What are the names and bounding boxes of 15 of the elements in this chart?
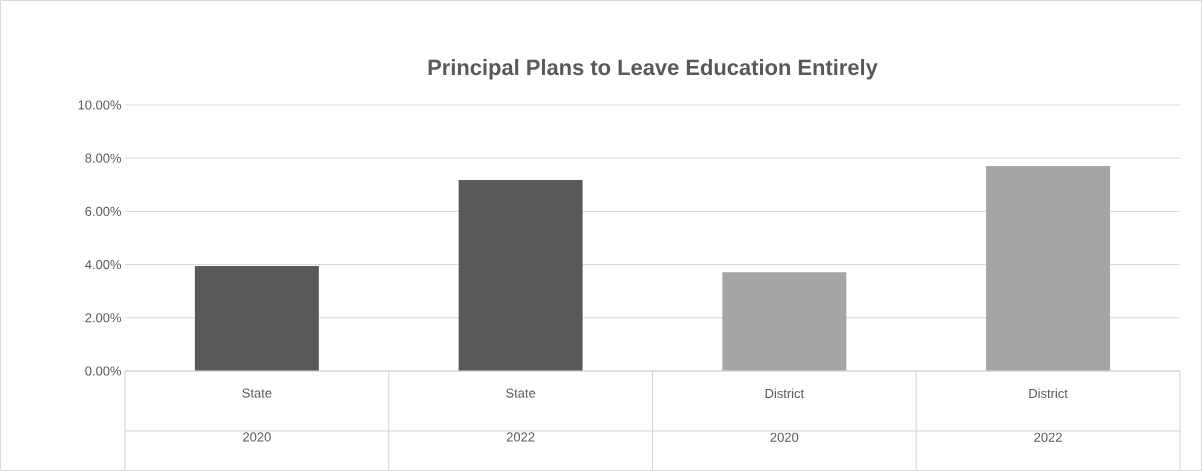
bar [458, 180, 583, 371]
bar [194, 265, 319, 371]
y-tick-label: 10.00% [78, 100, 122, 110]
y-tick-label: 6.00% [85, 206, 122, 216]
y-tick-label: 8.00% [85, 153, 122, 163]
bar [986, 165, 1111, 371]
y-tick-label: 4.00% [85, 260, 122, 270]
category-label: District 2022 [1029, 388, 1068, 442]
chart-title: Principal Plans to Leave Education Entirely [428, 59, 878, 80]
category-label: State 2020 [242, 388, 272, 442]
bar [722, 272, 847, 371]
y-tick-label: 2.00% [85, 313, 122, 323]
y-tick-label: 0.00% [85, 366, 122, 376]
category-label: District 2020 [765, 388, 805, 442]
category-label: State 2022 [506, 388, 536, 442]
